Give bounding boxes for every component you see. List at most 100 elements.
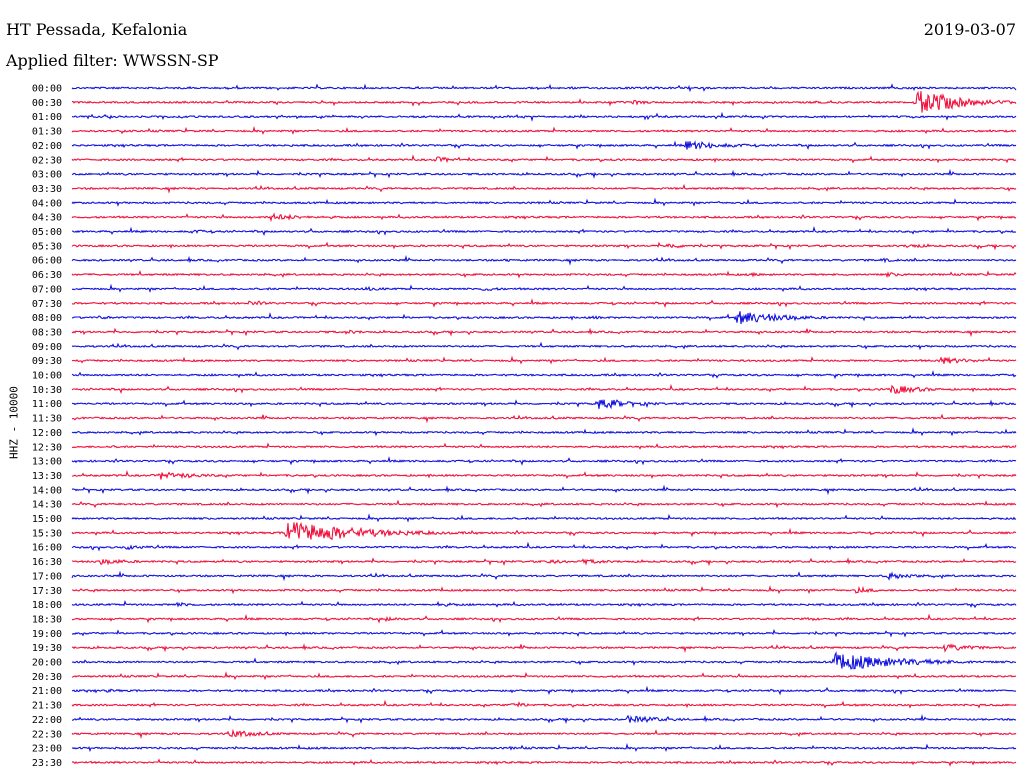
row-time-label: 21:00 [32,686,62,697]
trace-line [71,499,1017,509]
row-time-label: 03:00 [32,170,62,181]
row-time-label: 04:00 [32,198,62,209]
row-time-label: 23:00 [32,744,62,755]
trace-line [72,90,1017,113]
row-label-group: 00:00 00:30 01:00 01:30 02:00 02:30 03:00 03:30… [32,84,62,769]
row-time-label: 12:30 [32,442,62,453]
row-time-label: 01:30 [32,127,62,138]
trace-line [71,311,1017,324]
row-time-label: 12:00 [32,428,62,439]
row-time-label: 05:30 [32,241,62,252]
row-time-label: 08:00 [32,313,62,324]
trace-line [71,442,1017,450]
trace-line [71,628,1017,638]
trace-line [71,541,1017,552]
row-time-label: 05:00 [32,227,62,238]
trace-line [71,484,1017,496]
date-label: 2019-03-07 [923,20,1016,39]
row-time-label: 06:30 [32,270,62,281]
trace-line [71,456,1017,466]
trace-line [71,728,1017,740]
row-time-label: 02:30 [32,155,62,166]
row-time-label: 15:00 [32,514,62,525]
row-time-label: 22:30 [32,729,62,740]
row-time-label: 04:30 [32,213,62,224]
row-time-label: 14:30 [32,500,62,511]
trace-line [71,413,1017,424]
trace-line [71,600,1017,609]
trace-line [71,83,1017,93]
trace-line [71,521,1017,541]
row-time-label: 17:30 [32,586,62,597]
trace-line [71,557,1017,567]
trace-line [71,570,1017,582]
station-title: HT Pessada, Kefalonia [6,20,188,39]
row-time-label: 02:00 [32,141,62,152]
row-time-label: 20:30 [32,672,62,683]
row-time-label: 03:30 [32,184,62,195]
row-time-label: 11:30 [32,414,62,425]
row-time-label: 13:00 [32,457,62,468]
row-time-label: 01:00 [32,112,62,123]
trace-line [71,671,1016,681]
trace-line [71,140,1017,150]
trace-line [71,183,1017,194]
trace-line [71,714,1017,725]
row-time-label: 19:30 [32,643,62,654]
trace-line [71,111,1017,122]
trace-line [72,643,1017,653]
trace-line [71,742,1017,753]
trace-line [71,168,1017,179]
row-time-label: 09:30 [32,356,62,367]
row-time-label: 16:00 [32,543,62,554]
row-time-label: 19:00 [32,629,62,640]
trace-line [71,370,1017,380]
trace-line [71,758,1017,767]
trace-line [71,699,1017,709]
row-time-label: 15:30 [32,528,62,539]
trace-line [71,212,1017,223]
row-time-label: 20:00 [32,658,62,669]
row-time-label: 13:30 [32,471,62,482]
row-time-label: 06:00 [32,256,62,267]
row-time-label: 08:30 [32,327,62,338]
row-time-label: 07:00 [32,284,62,295]
row-time-label: 18:30 [32,614,62,625]
row-time-label: 22:00 [32,715,62,726]
trace-line [72,585,1017,595]
filter-label: Applied filter: WWSSN-SP [6,51,219,70]
row-time-label: 17:00 [32,571,62,582]
trace-line [71,298,1017,308]
row-time-label: 18:00 [32,600,62,611]
row-time-label: 10:30 [32,385,62,396]
trace-line [71,327,1017,338]
trace-line [71,197,1017,207]
row-time-label: 10:00 [32,371,62,382]
trace-line [71,241,1017,251]
trace-line [72,613,1017,624]
row-time-label: 21:30 [32,701,62,712]
trace-line [71,651,1016,670]
trace-line [71,470,1017,480]
trace-line [71,513,1017,523]
row-time-label: 11:00 [32,399,62,410]
trace-line [71,254,1017,266]
row-time-label: 23:30 [32,758,62,769]
trace-line [71,427,1017,437]
row-time-label: 14:00 [32,485,62,496]
trace-line [71,383,1017,395]
trace-line [71,154,1017,164]
trace-line [71,399,1016,410]
trace-line [71,341,1017,351]
trace-line [71,125,1017,135]
trace-line [72,685,1017,696]
row-time-label: 16:30 [32,557,62,568]
row-time-label: 00:30 [32,98,62,109]
trace-line [71,283,1017,293]
trace-line [71,269,1017,279]
trace-group [71,83,1017,767]
row-time-label: 09:00 [32,342,62,353]
row-time-label: 07:30 [32,299,62,310]
trace-line [71,225,1016,237]
